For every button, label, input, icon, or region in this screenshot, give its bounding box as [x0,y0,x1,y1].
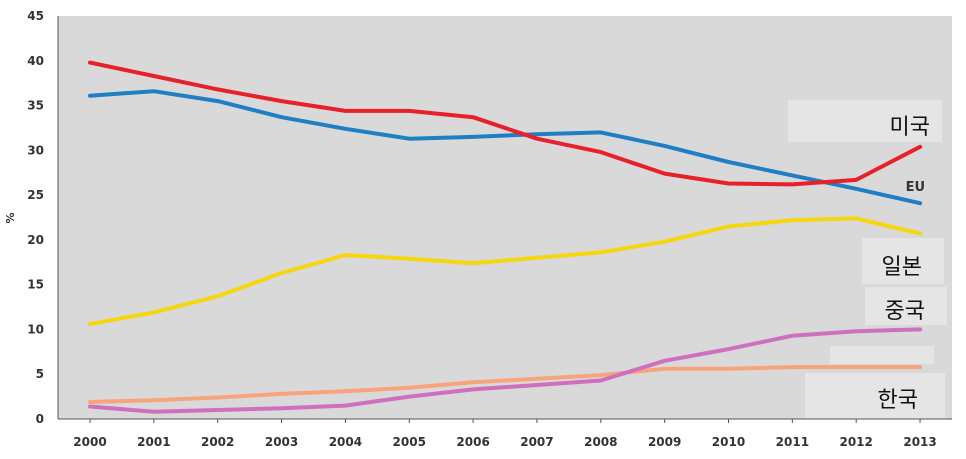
label-panel-korea-top [830,346,934,364]
x-tick-label: 2003 [265,435,298,449]
x-tick-label: 2009 [648,435,681,449]
series-label-japan: 일본 [882,255,922,280]
series-label-usa: 미국 [890,115,930,140]
y-ticks: 0 5 10 15 20 25 30 35 40 45 [27,9,44,426]
x-tick-label: 2001 [137,435,170,449]
series-line-4 [88,365,923,404]
y-tick-label: 10 [27,322,44,336]
x-ticks: 2000 2001 2002 2003 2004 2005 2006 2007 2008 2009… [73,419,937,449]
series-label-korea: 한국 [878,388,918,413]
y-tick-label: 25 [27,188,44,202]
y-tick-label: 40 [27,54,44,68]
x-tick-label: 2002 [201,435,234,449]
x-tick-label: 2005 [393,435,426,449]
x-tick-label: 2008 [584,435,617,449]
x-tick-label: 2013 [903,435,936,449]
series-line-1 [88,89,923,206]
x-tick-label: 2007 [520,435,553,449]
label-panel-korea [805,373,945,419]
y-tick-label: 35 [27,99,44,113]
x-tick-label: 2000 [73,435,106,449]
label-panel-japan [862,238,944,284]
y-tick-label: 20 [27,233,44,247]
y-axis-label: % [4,212,17,223]
x-tick-label: 2004 [329,435,362,449]
series-label-eu: EU [906,180,925,195]
series-line-3 [88,327,923,414]
series-label-china: 중국 [885,299,925,324]
y-tick-label: 30 [27,143,44,157]
series-line-2 [88,216,923,327]
label-panel-china [865,287,947,325]
y-tick-label: 0 [36,412,44,426]
y-tick-label: 45 [27,9,44,23]
x-tick-label: 2006 [456,435,489,449]
x-tick-label: 2012 [839,435,872,449]
series-line-0 [88,60,923,187]
plot-background [58,16,952,419]
y-tick-label: 5 [36,367,44,381]
x-tick-label: 2011 [776,435,809,449]
series-lines [88,60,923,414]
x-tick-label: 2010 [712,435,745,449]
label-panel-usa [788,100,942,142]
y-tick-label: 15 [27,278,44,292]
